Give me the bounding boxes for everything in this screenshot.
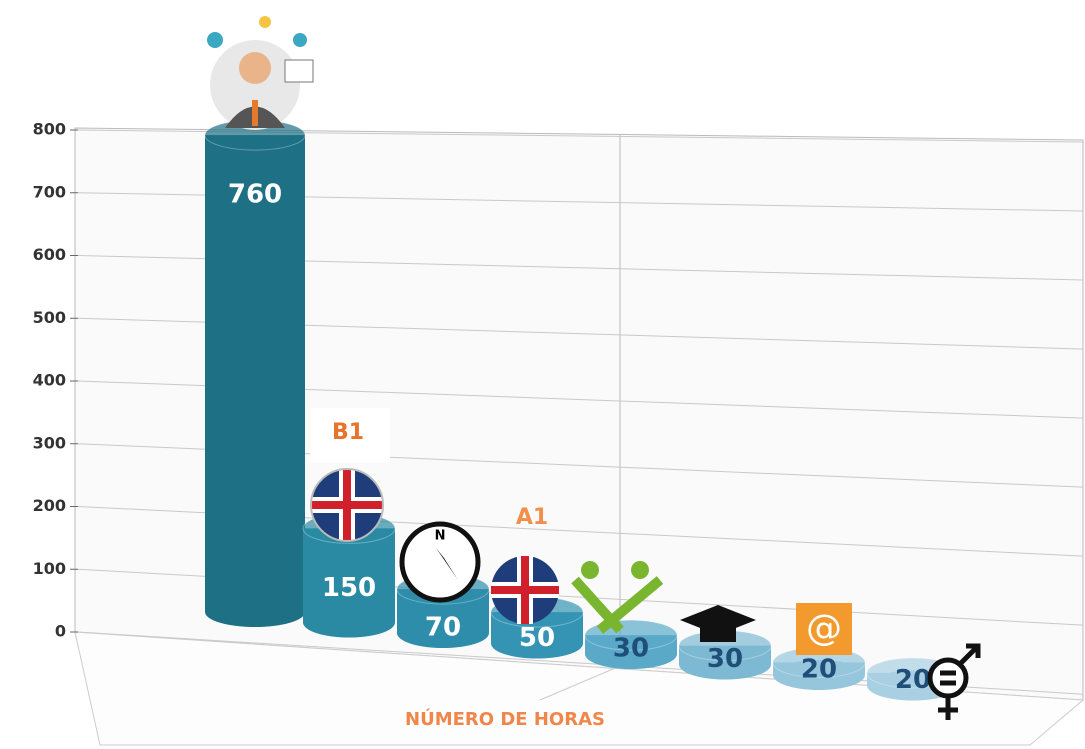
- y-tick-label: 200: [33, 496, 66, 515]
- data-label: 70: [425, 613, 461, 643]
- annotation: B1: [332, 420, 364, 445]
- y-tick-label: 800: [33, 120, 66, 139]
- y-tick-label: 0: [55, 622, 66, 641]
- data-label: 20: [801, 655, 837, 685]
- svg-text:@: @: [806, 608, 842, 649]
- y-tick-label: 400: [33, 371, 66, 390]
- chart: 760 150 70 50 30 30 20 20 N: [0, 0, 1085, 749]
- data-label: 30: [613, 634, 649, 664]
- svg-text:N: N: [435, 529, 446, 544]
- y-tick-label: 500: [33, 308, 66, 327]
- y-tick-label: 300: [33, 433, 66, 452]
- annotation: A1: [516, 505, 548, 530]
- data-label: 760: [228, 180, 282, 210]
- y-tick-label: 100: [33, 559, 66, 578]
- y-tick-label: 600: [33, 245, 66, 264]
- data-label: 20: [895, 665, 931, 695]
- y-tick-label: 700: [33, 182, 66, 201]
- data-label: 30: [707, 644, 743, 674]
- data-label: 150: [322, 573, 376, 603]
- x-axis-label: NÚMERO DE HORAS: [405, 708, 605, 730]
- data-label: 50: [519, 623, 555, 653]
